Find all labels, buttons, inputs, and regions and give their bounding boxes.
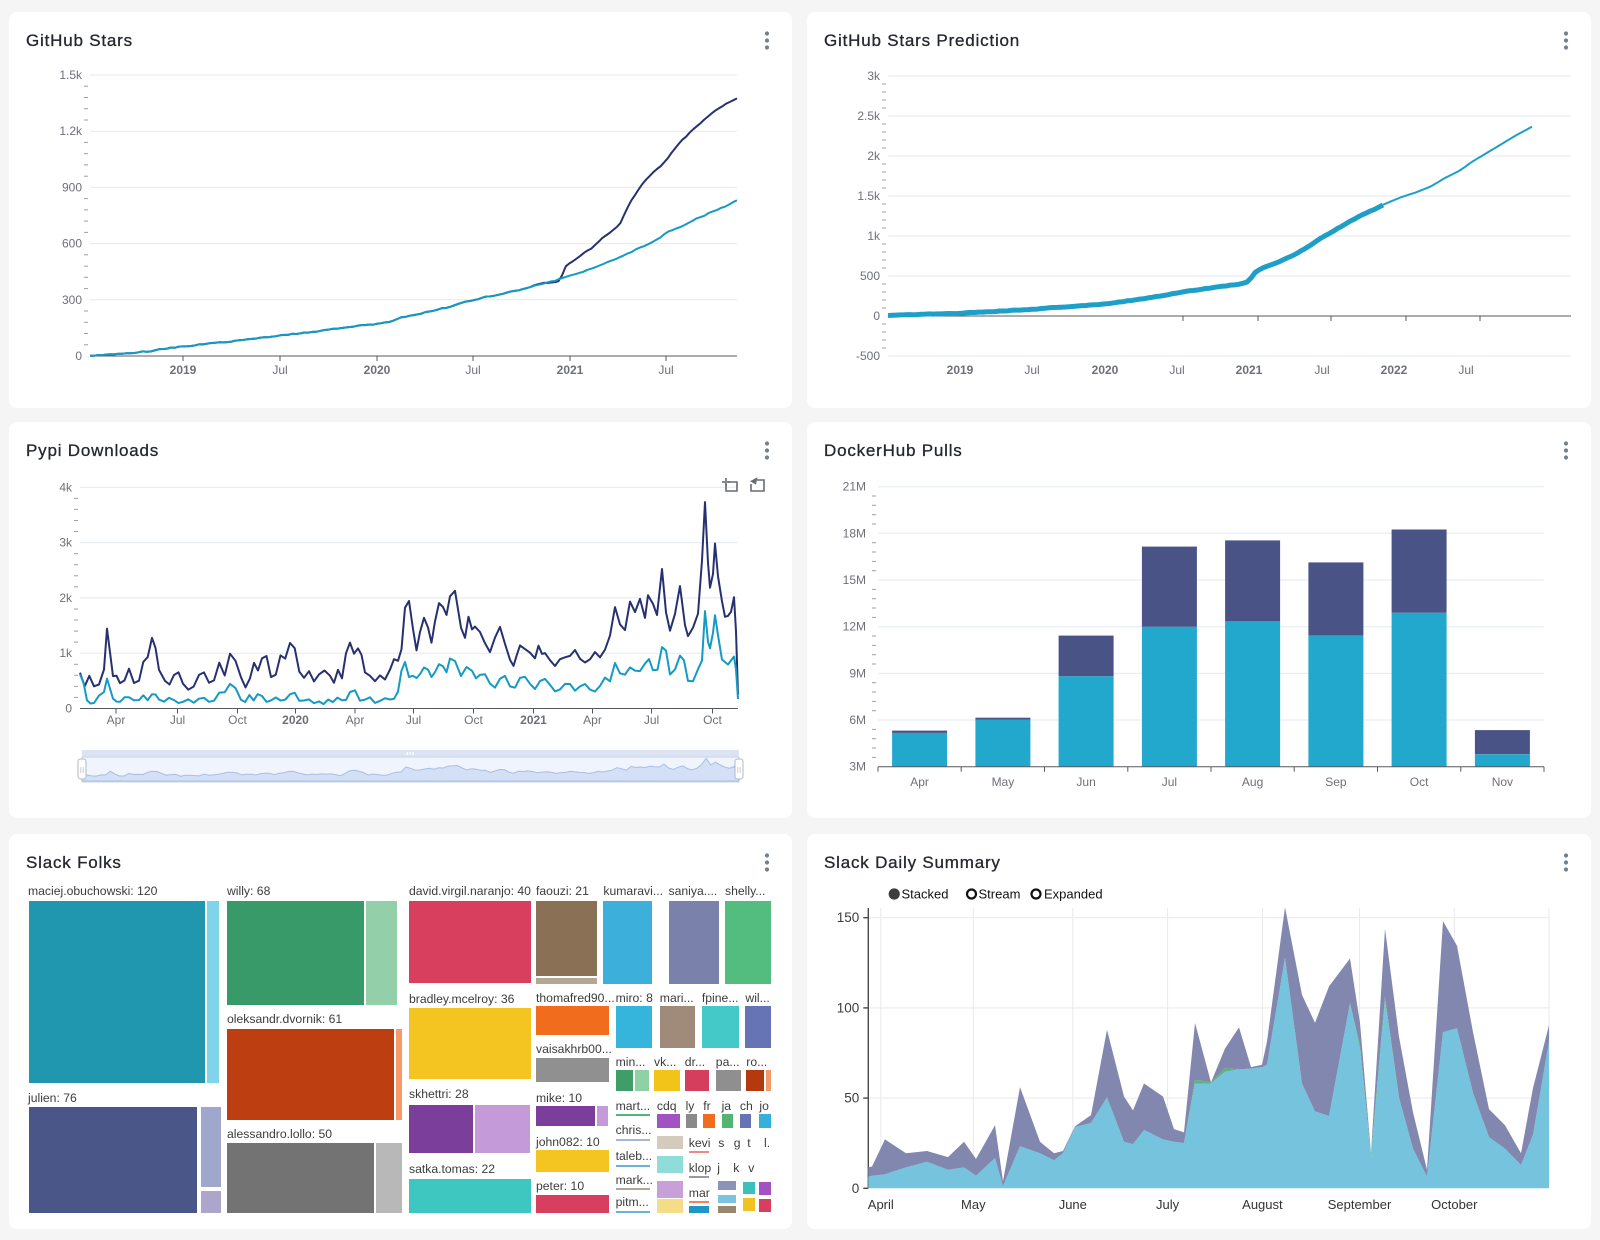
svg-text:August: August: [1242, 1197, 1283, 1212]
svg-text:9M: 9M: [849, 666, 866, 680]
svg-text:Jul: Jul: [1024, 363, 1039, 377]
svg-text:Aug: Aug: [1242, 775, 1263, 789]
svg-text:1k: 1k: [59, 646, 73, 660]
svg-text:Oct: Oct: [703, 713, 722, 727]
svg-text:3k: 3k: [867, 69, 881, 83]
svg-text:600: 600: [62, 237, 82, 251]
svg-text:1.2k: 1.2k: [59, 124, 83, 138]
svg-text:150: 150: [837, 910, 860, 925]
svg-text:Expanded: Expanded: [1044, 887, 1103, 902]
svg-text:2021: 2021: [557, 363, 584, 377]
svg-text:2020: 2020: [364, 363, 391, 377]
svg-text:Jul: Jul: [1458, 363, 1473, 377]
svg-text:Stream: Stream: [979, 887, 1021, 902]
svg-text:July: July: [1156, 1197, 1180, 1212]
svg-text:June: June: [1059, 1197, 1087, 1212]
svg-text:Jul: Jul: [272, 363, 287, 377]
svg-text:Apr: Apr: [346, 713, 365, 727]
svg-text:2k: 2k: [59, 591, 73, 605]
svg-text:April: April: [868, 1197, 894, 1212]
svg-text:2.5k: 2.5k: [857, 109, 881, 123]
svg-text:Jul: Jul: [1169, 363, 1184, 377]
svg-text:300: 300: [62, 293, 82, 307]
svg-text:Sep: Sep: [1325, 775, 1347, 789]
svg-text:1.5k: 1.5k: [59, 68, 83, 82]
svg-text:2020: 2020: [1092, 363, 1119, 377]
svg-text:500: 500: [860, 269, 880, 283]
svg-text:Stacked: Stacked: [902, 887, 949, 902]
svg-text:Jun: Jun: [1076, 775, 1095, 789]
svg-text:Jul: Jul: [406, 713, 421, 727]
svg-text:October: October: [1431, 1197, 1478, 1212]
svg-text:May: May: [992, 775, 1015, 789]
svg-text:Jul: Jul: [644, 713, 659, 727]
svg-text:0: 0: [852, 1181, 860, 1196]
svg-text:100: 100: [837, 1000, 860, 1015]
svg-text:Oct: Oct: [228, 713, 247, 727]
svg-text:Jul: Jul: [465, 363, 480, 377]
svg-text:18M: 18M: [843, 526, 866, 540]
svg-text:Oct: Oct: [1410, 775, 1429, 789]
svg-text:-500: -500: [856, 349, 880, 363]
svg-text:0: 0: [873, 309, 880, 323]
svg-text:Apr: Apr: [583, 713, 602, 727]
svg-text:Oct: Oct: [464, 713, 483, 727]
svg-text:12M: 12M: [843, 620, 866, 634]
svg-text:Jul: Jul: [1162, 775, 1177, 789]
svg-text:2020: 2020: [282, 713, 309, 727]
svg-text:21M: 21M: [843, 480, 866, 494]
svg-text:May: May: [961, 1197, 986, 1212]
svg-text:3k: 3k: [59, 536, 73, 550]
svg-text:3M: 3M: [849, 760, 866, 774]
svg-text:1.5k: 1.5k: [857, 189, 881, 203]
svg-text:Apr: Apr: [910, 775, 929, 789]
svg-text:Apr: Apr: [107, 713, 126, 727]
svg-text:Jul: Jul: [658, 363, 673, 377]
svg-text:50: 50: [844, 1091, 859, 1106]
svg-text:0: 0: [65, 702, 72, 716]
svg-text:900: 900: [62, 180, 82, 194]
svg-text:15M: 15M: [843, 573, 866, 587]
svg-text:2021: 2021: [520, 713, 547, 727]
svg-text:Jul: Jul: [1314, 363, 1329, 377]
svg-text:2019: 2019: [947, 363, 974, 377]
svg-text:4k: 4k: [59, 480, 73, 494]
svg-text:0: 0: [75, 349, 82, 363]
svg-text:1k: 1k: [867, 229, 881, 243]
svg-text:2019: 2019: [170, 363, 197, 377]
svg-text:2021: 2021: [1236, 363, 1263, 377]
svg-text:September: September: [1328, 1197, 1392, 1212]
svg-text:6M: 6M: [849, 713, 866, 727]
svg-text:2k: 2k: [867, 149, 881, 163]
svg-text:2022: 2022: [1381, 363, 1408, 377]
svg-text:Jul: Jul: [170, 713, 185, 727]
svg-text:Nov: Nov: [1492, 775, 1513, 789]
